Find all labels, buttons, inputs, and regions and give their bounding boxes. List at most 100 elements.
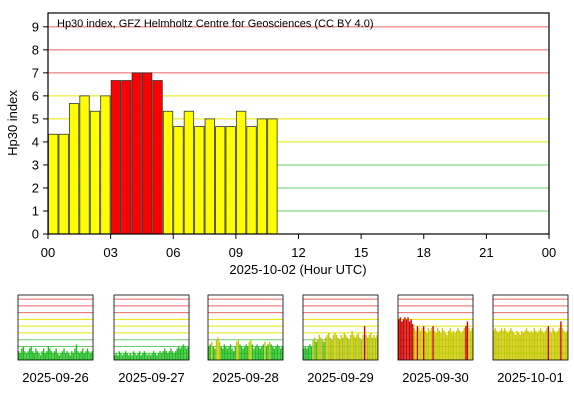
- thumb-bar: [143, 351, 146, 360]
- thumb-bar: [306, 348, 308, 360]
- thumb-bar: [278, 346, 280, 360]
- thumb-bar: [270, 344, 272, 360]
- thumb-bar: [139, 351, 141, 360]
- thumb-bar: [320, 337, 322, 360]
- thumb-bar: [212, 346, 215, 360]
- thumb-bar: [83, 353, 85, 360]
- thumb-bar: [182, 344, 185, 360]
- thumbnail-2025-10-01: 2025-10-01: [492, 294, 569, 385]
- thumb-bar: [179, 348, 181, 360]
- thumb-bar: [21, 348, 23, 360]
- thumb-bar: [247, 346, 249, 360]
- thumb-bar: [564, 332, 567, 360]
- x-axis-ticks: 00 03 06 09 12 15 18 21 00: [41, 234, 556, 260]
- bar-20: [256, 118, 268, 235]
- thumb-bar: [440, 332, 442, 360]
- thumb-bar: [416, 326, 419, 360]
- thumb-bar: [465, 326, 467, 360]
- thumb-bar: [543, 332, 545, 360]
- thumb-bar: [539, 328, 542, 360]
- thumb-bar: [363, 326, 366, 360]
- thumb-bar: [259, 348, 261, 360]
- thumb-bar: [250, 339, 252, 360]
- thumb-bar: [525, 328, 528, 360]
- bar-14: [194, 126, 205, 235]
- thumb-bar: [61, 351, 64, 360]
- thumb-bar: [134, 353, 136, 360]
- bar-17: [225, 126, 236, 235]
- thumb-bar: [544, 330, 546, 360]
- y-tick-label-3: 3: [32, 157, 39, 172]
- thumb-bar: [220, 346, 222, 360]
- thumb-bar: [173, 353, 175, 360]
- thumb-bar: [499, 330, 501, 360]
- thumb-bar: [117, 355, 119, 360]
- thumb-bar: [435, 332, 437, 360]
- thumb-bar: [342, 337, 344, 360]
- thumb-bar: [335, 334, 338, 360]
- thumb-bar: [423, 326, 425, 360]
- y-tick-label-8: 8: [32, 42, 39, 57]
- thumb-bar: [33, 353, 35, 360]
- thumb-bar: [120, 353, 122, 360]
- thumb-bar: [57, 353, 59, 360]
- thumb-bar: [38, 353, 40, 360]
- thumb-bar: [373, 334, 375, 360]
- thumb-date-label: 2025-09-29: [307, 370, 374, 385]
- thumb-bar: [326, 334, 328, 360]
- thumb-bar: [309, 344, 311, 360]
- thumb-bar: [452, 330, 455, 360]
- thumb-bar: [276, 344, 279, 360]
- thumb-bar: [471, 328, 473, 360]
- thumb-bar: [231, 348, 233, 360]
- thumb-bar: [254, 346, 257, 360]
- thumb-bar: [85, 351, 87, 360]
- bar-7: [121, 80, 132, 235]
- thumb-bar: [211, 341, 213, 360]
- thumb-bar: [427, 328, 430, 360]
- thumb-bar: [82, 348, 84, 360]
- thumb-frame: [17, 294, 94, 361]
- thumb-bar: [208, 346, 210, 360]
- thumb-bar: [41, 351, 43, 360]
- bar-2: [68, 103, 80, 235]
- chart-title: Hp30 index, GFZ Helmholtz Centre for Geo…: [57, 18, 373, 30]
- thumb-bar: [225, 346, 227, 360]
- thumb-bar: [405, 319, 408, 360]
- y-tick-label-5: 5: [32, 111, 39, 126]
- thumb-bar: [510, 328, 512, 360]
- thumb-bar: [353, 334, 355, 360]
- thumb-frame: [113, 294, 190, 361]
- thumb-bar: [22, 346, 25, 360]
- thumb-bar: [68, 353, 70, 360]
- thumb-bar: [126, 353, 128, 360]
- thumb-bar: [430, 328, 433, 360]
- thumb-bar: [159, 351, 161, 360]
- thumb-bar: [503, 328, 506, 360]
- thumb-bar: [368, 334, 370, 360]
- x-tick-label-1: 03: [103, 245, 117, 260]
- thumb-bar: [546, 328, 548, 360]
- thumb-bar: [494, 328, 496, 360]
- thumb-bar: [142, 353, 144, 360]
- thumb-bar: [519, 334, 521, 360]
- y-tick-label-6: 6: [32, 88, 39, 103]
- thumb-bar: [528, 332, 531, 360]
- thumb-bar: [217, 337, 219, 360]
- thumb-bar: [58, 355, 60, 360]
- thumb-bar: [55, 348, 57, 360]
- thumb-bar: [458, 330, 461, 360]
- thumb-bar: [354, 337, 356, 360]
- thumb-bar: [360, 339, 363, 360]
- thumb-bar: [516, 330, 518, 360]
- thumb-bar: [281, 346, 283, 360]
- thumb-bar: [424, 330, 426, 360]
- thumb-bar: [52, 353, 54, 360]
- main-grid: [48, 26, 549, 212]
- thumb-bar: [317, 339, 319, 360]
- bar-3: [79, 95, 90, 235]
- thumb-bar: [132, 351, 135, 360]
- thumb-bar: [421, 328, 423, 360]
- thumbnail-2025-09-29: 2025-09-29: [302, 294, 379, 385]
